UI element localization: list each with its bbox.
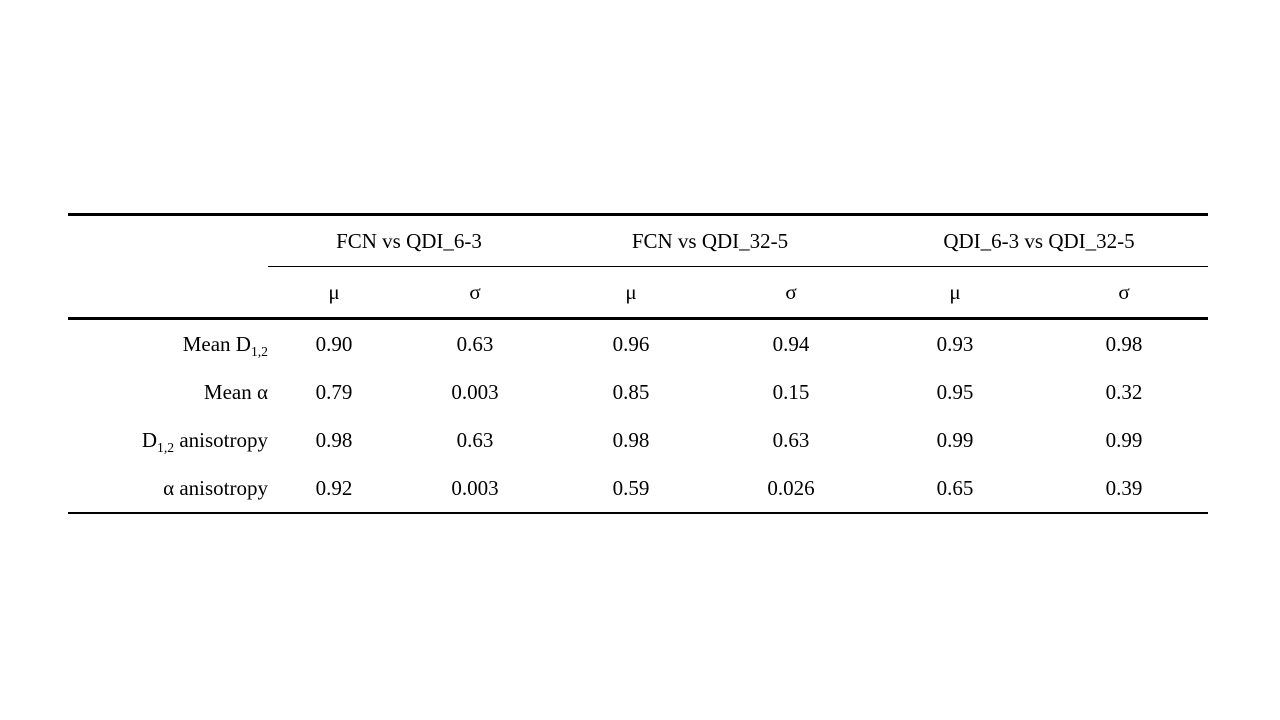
cell-value: 0.90 [315, 331, 353, 356]
comparison-results-table: FCN vs QDI_6-3 FCN vs QDI_32-5 QDI_6-3 v… [68, 213, 1208, 514]
cell-value: 0.39 [1105, 475, 1143, 500]
row-label: D1,2 anisotropy [68, 416, 268, 464]
cell-value: 0.63 [456, 427, 494, 452]
row-label: α anisotropy [68, 464, 268, 513]
cell-value: 0.92 [315, 475, 353, 500]
cell-value: 0.32 [1105, 379, 1143, 404]
mu-header: μ [268, 266, 400, 320]
group-header-fcn-vs-qdi-32-5: FCN vs QDI_32-5 [550, 214, 870, 267]
table-row-mean-alpha: Mean α 0.79 0.003 0.85 0.15 0.95 0.32 [68, 368, 1208, 416]
cell-value: 0.15 [772, 379, 810, 404]
cell-value: 0.99 [1105, 427, 1143, 452]
group-header-qdi-6-3-vs-qdi-32-5: QDI_6-3 vs QDI_32-5 [870, 214, 1208, 267]
group-header-row: FCN vs QDI_6-3 FCN vs QDI_32-5 QDI_6-3 v… [68, 214, 1208, 267]
row-label-subscript: 1,2 [157, 439, 175, 455]
cell-value: 0.95 [936, 379, 974, 404]
cell-value: 0.98 [315, 427, 353, 452]
row-label-text: α anisotropy [163, 475, 268, 500]
corner-cell [68, 266, 268, 320]
cell-value: 0.026 [767, 475, 815, 500]
mu-header: μ [550, 266, 712, 320]
cell-value: 0.79 [315, 379, 353, 404]
sub-header-row: μ σ μ σ μ σ [68, 266, 1208, 320]
cell-value: 0.96 [612, 331, 650, 356]
row-label-text: D [141, 427, 158, 452]
sigma-header: σ [400, 266, 550, 320]
table-row-alpha-anisotropy: α anisotropy 0.92 0.003 0.59 0.026 0.65 … [68, 464, 1208, 513]
row-label-text: Mean D [182, 331, 251, 356]
cell-value: 0.59 [612, 475, 650, 500]
cell-value: 0.99 [936, 427, 974, 452]
cell-value: 0.98 [1105, 331, 1143, 356]
corner-cell [68, 215, 268, 267]
cell-value: 0.003 [451, 379, 499, 404]
cell-value: 0.63 [456, 331, 494, 356]
sigma-header: σ [712, 266, 870, 320]
table-row-mean-d12: Mean D1,2 0.90 0.63 0.96 0.94 0.93 0.98 [68, 319, 1208, 369]
row-label-text: anisotropy [174, 427, 268, 452]
cell-value: 0.63 [772, 427, 810, 452]
table-row-d12-anisotropy: D1,2 anisotropy 0.98 0.63 0.98 0.63 0.99… [68, 416, 1208, 464]
cell-value: 0.003 [451, 475, 499, 500]
row-label: Mean D1,2 [68, 319, 268, 369]
cell-value: 0.65 [936, 475, 974, 500]
row-label: Mean α [68, 368, 268, 416]
sigma-header: σ [1040, 266, 1208, 320]
cell-value: 0.94 [772, 331, 810, 356]
row-label-subscript: 1,2 [250, 343, 268, 359]
row-label-text: Mean α [203, 379, 268, 404]
mu-header: μ [870, 266, 1040, 320]
group-header-fcn-vs-qdi-6-3: FCN vs QDI_6-3 [268, 214, 550, 267]
cell-value: 0.98 [612, 427, 650, 452]
cell-value: 0.85 [612, 379, 650, 404]
cell-value: 0.93 [936, 331, 974, 356]
